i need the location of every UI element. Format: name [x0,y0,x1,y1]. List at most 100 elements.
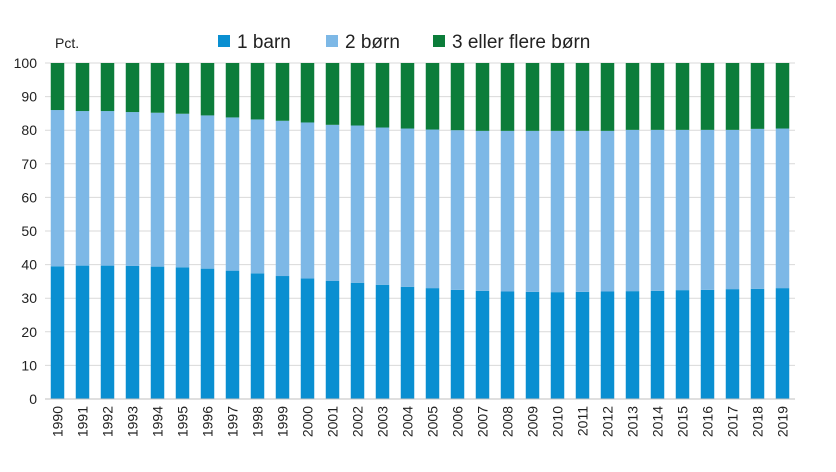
legend-swatch [326,35,338,47]
bar-segment-2 [625,129,640,292]
bar-segment-1 [150,266,165,399]
bar-segment-2 [100,111,115,266]
y-unit-label: Pct. [55,35,79,51]
y-tick-label: 80 [21,122,37,138]
bar-segment-1 [375,284,390,399]
y-tick-label: 40 [21,257,37,273]
y-tick-label: 20 [21,324,37,340]
bar-segment-2 [550,130,565,293]
bar-segment-1 [600,291,615,399]
bar-segment-3 [450,63,465,131]
bar-segment-1 [125,265,140,399]
bar-segment-3 [425,63,440,130]
x-tick-label: 2010 [550,406,566,437]
bar-segment-3 [200,63,215,116]
y-tick-label: 70 [21,156,37,172]
bar-segment-2 [475,130,490,291]
bar-segment-3 [150,63,165,113]
bar-segment-2 [575,130,590,292]
x-axis-ticks: 1990 1991 1992 1993 1994 1995 1996 1997 1998 1999… [50,406,791,437]
x-tick-label: 2016 [700,406,716,437]
x-tick-label: 1990 [50,406,66,437]
legend-swatch [218,35,230,47]
bar-segment-3 [275,63,290,121]
bar-segment-3 [400,63,415,129]
bar-segment-1 [500,291,515,399]
bar-segment-3 [575,63,590,131]
gridlines [45,62,795,366]
bar-segment-3 [650,63,665,130]
bar-segment-3 [300,63,315,123]
x-tick-label: 1997 [225,406,241,437]
y-tick-label: 0 [29,391,37,407]
bar-segment-2 [275,120,290,277]
bar-segment-2 [50,110,65,267]
bars [50,63,790,399]
bar-segment-2 [500,130,515,292]
x-tick-label: 2019 [775,406,791,437]
x-tick-label: 1991 [75,406,91,437]
bar-segment-2 [250,119,265,274]
bar-segment-1 [700,289,715,399]
x-tick-label: 1992 [100,406,116,437]
bar-segment-1 [200,268,215,399]
bar-segment-3 [725,63,740,130]
x-tick-label: 2014 [650,406,666,437]
x-tick-label: 2006 [450,406,466,437]
bar-segment-1 [625,291,640,399]
x-tick-label: 1995 [175,406,191,437]
bar-segment-1 [525,291,540,399]
bar-segment-3 [700,63,715,130]
x-tick-label: 2011 [575,406,591,436]
bar-segment-1 [675,290,690,399]
x-tick-label: 2012 [600,406,616,437]
x-tick-label: 2013 [625,406,641,437]
bar-segment-2 [650,129,665,291]
bar-segment-2 [375,127,390,285]
bar-segment-2 [700,129,715,290]
bar-segment-2 [325,124,340,281]
bar-segment-1 [575,291,590,399]
legend-label: 1 barn [237,32,291,53]
x-tick-label: 2003 [375,406,391,437]
x-tick-label: 2000 [300,406,316,437]
y-tick-label: 90 [21,89,37,105]
bar-segment-1 [450,289,465,399]
bar-segment-1 [175,267,190,399]
bar-segment-1 [325,280,340,399]
bar-segment-3 [525,63,540,131]
x-tick-label: 2009 [525,406,541,437]
y-tick-label: 50 [21,223,37,239]
bar-segment-1 [400,286,415,399]
bar-segment-1 [650,290,665,399]
bar-segment-3 [750,63,765,129]
bar-segment-3 [600,63,615,131]
bar-segment-1 [50,266,65,399]
bar-segment-3 [125,63,140,113]
legend-label: 2 børn [345,32,400,53]
bar-segment-3 [250,63,265,120]
bar-segment-1 [300,278,315,399]
legend-label: 3 eller flere børn [452,32,590,53]
bar-segment-1 [75,265,90,399]
legend: 1 barn 2 børn 3 eller flere børn [218,32,590,53]
bar-segment-1 [100,265,115,399]
bar-segment-2 [175,113,190,268]
bar-segment-2 [225,117,240,271]
bar-segment-3 [175,63,190,114]
bar-segment-2 [600,130,615,292]
x-tick-label: 2005 [425,406,441,437]
bar-segment-3 [75,63,90,112]
bar-segment-1 [250,273,265,399]
bar-segment-1 [750,288,765,399]
x-tick-label: 2001 [325,406,341,437]
x-tick-label: 2018 [750,406,766,437]
bar-segment-2 [675,129,690,291]
bar-segment-3 [500,63,515,131]
bar-segment-2 [125,112,140,266]
bar-segment-2 [525,130,540,292]
bar-segment-2 [350,125,365,283]
bar-segment-3 [550,63,565,131]
bar-segment-2 [400,128,415,287]
